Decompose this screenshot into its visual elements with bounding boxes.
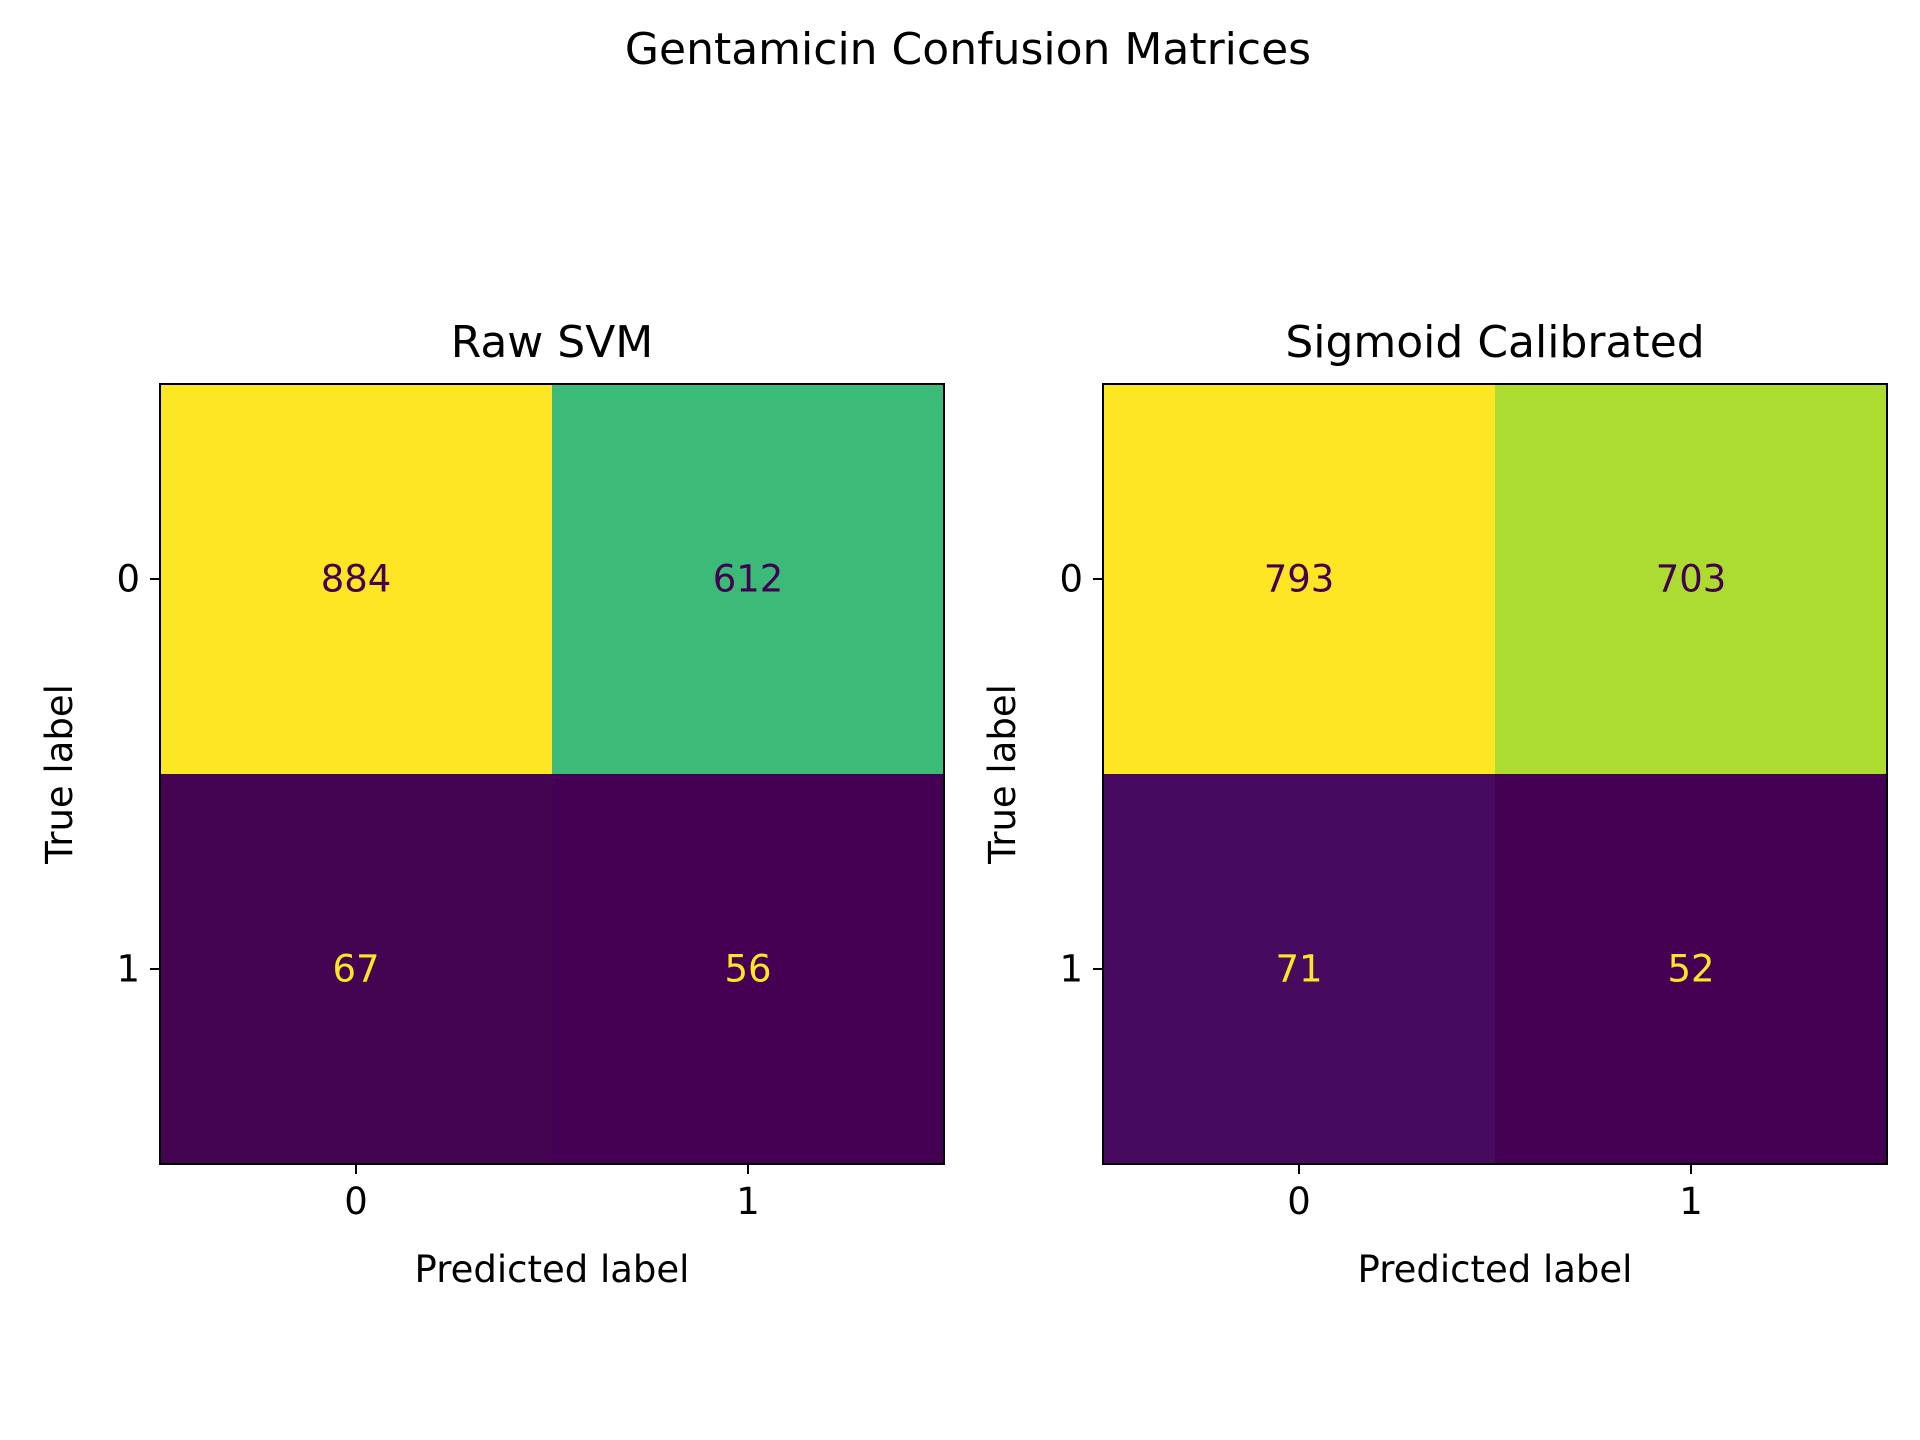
y-axis-label: True label [38,684,81,865]
cell-value-label: 884 [321,558,392,601]
cell-value-label: 612 [713,558,784,601]
x-tick-label: 1 [736,1180,760,1223]
x-axis-label: Predicted label [1358,1248,1633,1291]
matrix-cell-1-0 [1103,774,1496,1165]
cell-value-label: 56 [724,948,771,991]
matrix-cell-1-1 [1495,774,1888,1165]
cell-value-label: 52 [1667,948,1714,991]
matrix-cell-0-1 [1495,384,1888,775]
y-tick-label: 0 [116,558,140,601]
matrix-cell-0-0 [1103,384,1496,775]
figure-title: Gentamicin Confusion Matrices [625,24,1311,75]
cell-value-label: 71 [1275,948,1322,991]
y-axis-label: True label [981,684,1024,865]
matrix-cell-0-1 [552,384,945,775]
x-axis-label: Predicted label [415,1248,690,1291]
matrix-cell-1-1 [552,774,945,1165]
matrix-cell-1-0 [160,774,553,1165]
cell-value-label: 67 [332,948,379,991]
confusion-matrix-raw-svm: 884 612 67 56 Raw SVM Predicted label True … [38,317,945,1291]
axes-frame [1102,383,1888,1165]
confusion-matrix-sigmoid-calibrated: 793 703 71 52 Sigmoid Calibrated Predicted … [981,317,1888,1291]
cell-value-label: 793 [1264,558,1335,601]
y-tick-label: 0 [1059,558,1083,601]
axes-frame [159,383,945,1165]
x-tick-label: 1 [1679,1180,1703,1223]
matrix-cell-0-0 [160,384,553,775]
panel-title: Raw SVM [451,317,654,368]
y-tick-label: 1 [1059,948,1083,991]
cell-value-label: 703 [1656,558,1727,601]
y-tick-label: 1 [116,948,140,991]
x-tick-label: 0 [344,1180,368,1223]
x-tick-label: 0 [1287,1180,1311,1223]
panel-title: Sigmoid Calibrated [1285,317,1704,368]
